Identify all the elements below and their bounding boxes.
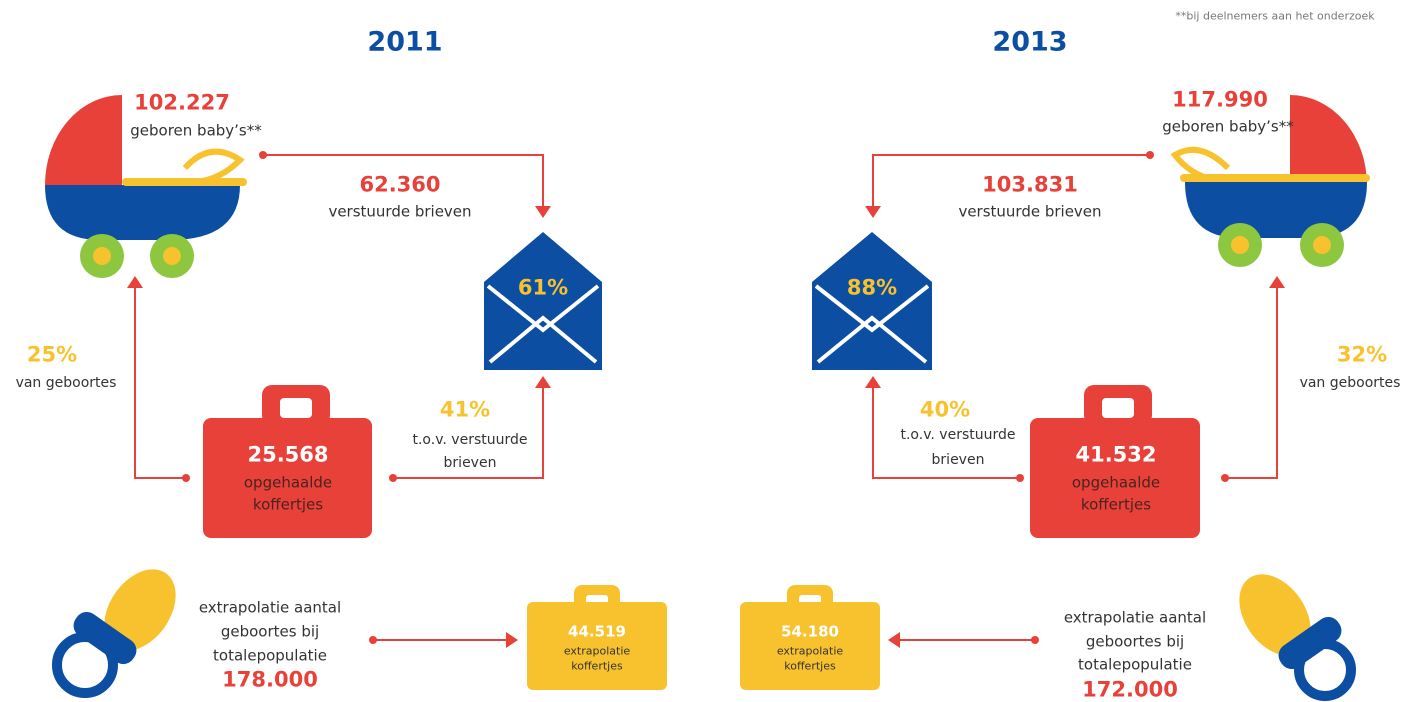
letter-share-label: brieven bbox=[932, 453, 985, 467]
extrapolated-suitcases-number: 44.519 bbox=[568, 625, 626, 640]
extrapolation-label: extrapolatie aantal bbox=[1064, 611, 1206, 626]
year-title: 2013 bbox=[992, 29, 1067, 56]
stroller-hood bbox=[45, 95, 122, 185]
collected-label: opgehaalde bbox=[244, 476, 332, 491]
extrapolated-suitcases-label: koffertjes bbox=[571, 661, 622, 672]
extrapolation-number: 172.000 bbox=[1082, 680, 1178, 701]
stroller-band bbox=[122, 178, 247, 186]
extrapolation-label: totalepopulatie bbox=[1078, 658, 1192, 673]
birth-share-number: 25% bbox=[27, 345, 77, 366]
arrowhead bbox=[1269, 276, 1285, 288]
wheel-hub bbox=[1313, 236, 1331, 254]
dot bbox=[259, 151, 267, 159]
letters-number: 62.360 bbox=[359, 175, 440, 196]
extrapolation-number: 178.000 bbox=[222, 670, 318, 691]
collected-label: opgehaalde bbox=[1072, 476, 1160, 491]
births-label: geboren baby’s** bbox=[130, 124, 261, 139]
extrapolation-label: totalepopulatie bbox=[213, 649, 327, 664]
arrowhead bbox=[888, 632, 900, 648]
extrapolated-suitcases-label: extrapolatie bbox=[564, 646, 630, 657]
suitcase-handle-hole bbox=[1102, 398, 1134, 418]
letters-number: 103.831 bbox=[982, 175, 1078, 196]
arrowhead bbox=[535, 206, 551, 218]
collected-number: 41.532 bbox=[1075, 445, 1156, 466]
stroller-handle bbox=[185, 152, 240, 182]
stroller-band bbox=[1180, 174, 1370, 182]
collected-number: 25.568 bbox=[247, 445, 328, 466]
birth-share-label: van geboortes bbox=[1300, 376, 1401, 390]
dot bbox=[1031, 636, 1039, 644]
wheel-hub bbox=[93, 247, 111, 265]
envelope bbox=[484, 232, 602, 370]
arrowhead bbox=[535, 376, 551, 388]
extrapolation-label: extrapolatie aantal bbox=[199, 601, 341, 616]
extrapolated-suitcases-label: koffertjes bbox=[784, 661, 835, 672]
dot bbox=[1016, 474, 1024, 482]
letter-share-label: t.o.v. verstuurde bbox=[900, 428, 1015, 442]
births-label: geboren baby’s** bbox=[1162, 120, 1293, 135]
extrapolation-label: geboortes bij bbox=[221, 625, 319, 640]
dot bbox=[1146, 151, 1154, 159]
dot bbox=[389, 474, 397, 482]
letter-share-number: 40% bbox=[920, 400, 970, 421]
pacifier-ring bbox=[57, 637, 113, 693]
dot bbox=[182, 474, 190, 482]
letters-label: verstuurde brieven bbox=[328, 205, 471, 220]
wheel-hub bbox=[1231, 236, 1249, 254]
birth-share-label: van geboortes bbox=[16, 376, 117, 390]
birth-share-number: 32% bbox=[1337, 345, 1387, 366]
arrowhead bbox=[506, 632, 518, 648]
arrowhead bbox=[865, 376, 881, 388]
extrapolation-label: geboortes bij bbox=[1086, 635, 1184, 650]
extrapolated-suitcases-number: 54.180 bbox=[781, 625, 839, 640]
year-title: 2011 bbox=[367, 29, 442, 56]
page: (() => { const data = JSON.parse(documen… bbox=[0, 0, 1405, 702]
connector bbox=[1225, 285, 1277, 478]
letter-share-label: brieven bbox=[444, 456, 497, 470]
envelope-percentage: 88% bbox=[847, 278, 897, 299]
dot bbox=[369, 636, 377, 644]
pacifier-ring bbox=[1299, 644, 1351, 696]
footnote: **bij deelnemers aan het onderzoek bbox=[1175, 11, 1374, 22]
dot bbox=[1221, 474, 1229, 482]
envelope-percentage: 61% bbox=[518, 278, 568, 299]
arrowhead bbox=[127, 276, 143, 288]
wheel-hub bbox=[163, 247, 181, 265]
collected-label: koffertjes bbox=[253, 498, 323, 513]
letter-share-number: 41% bbox=[440, 400, 490, 421]
suitcase-handle-hole bbox=[280, 398, 312, 418]
stroller-body bbox=[1185, 182, 1367, 238]
stroller-body bbox=[45, 185, 240, 240]
extrapolated-suitcases-label: extrapolatie bbox=[777, 646, 843, 657]
envelope bbox=[812, 232, 932, 370]
connector bbox=[135, 285, 186, 478]
collected-label: koffertjes bbox=[1081, 498, 1151, 513]
letters-label: verstuurde brieven bbox=[958, 205, 1101, 220]
births-number: 102.227 bbox=[134, 93, 230, 114]
births-number: 117.990 bbox=[1172, 90, 1268, 111]
letter-share-label: t.o.v. verstuurde bbox=[412, 433, 527, 447]
stroller-hood bbox=[1290, 95, 1367, 185]
arrowhead bbox=[865, 206, 881, 218]
